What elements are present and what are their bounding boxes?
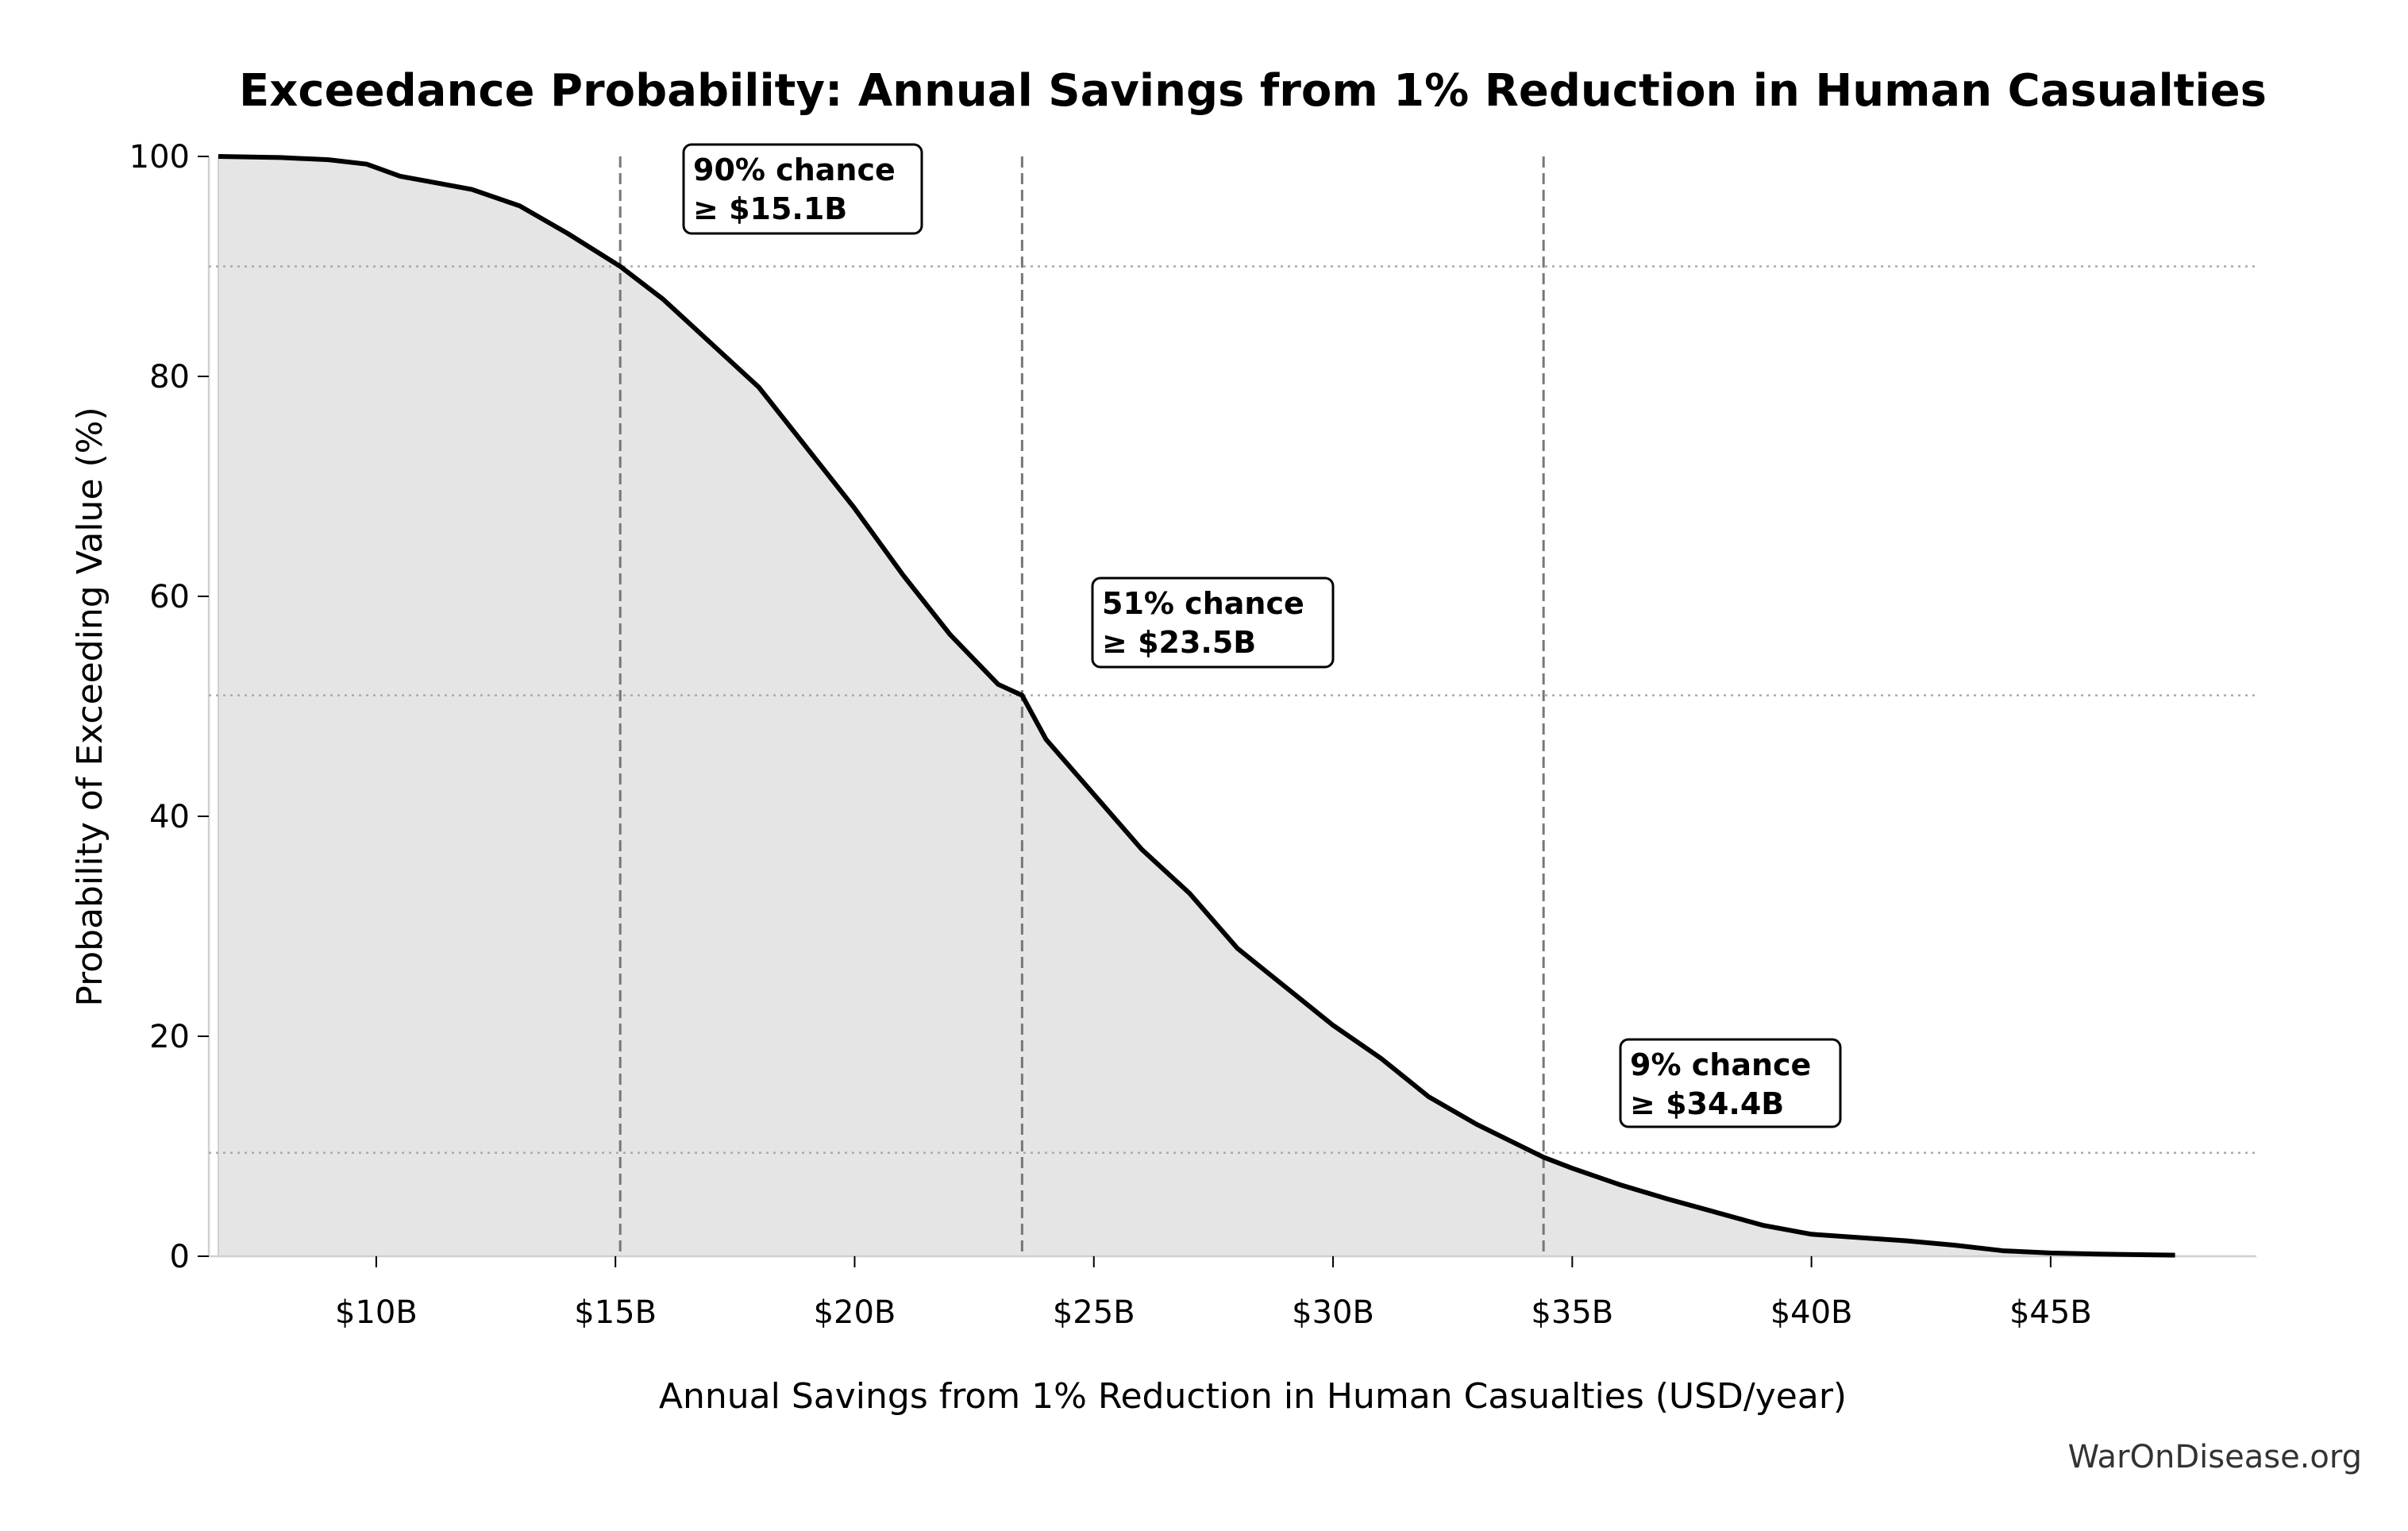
y-tick-label: 40	[149, 799, 190, 835]
annotation-value: ≥ $34.4B	[1630, 1086, 1784, 1121]
annotation-box	[1619, 1038, 1842, 1128]
y-tick-label: 20	[149, 1019, 190, 1055]
x-tick-label: $15B	[574, 1294, 657, 1331]
x-tick-label: $30B	[1292, 1294, 1374, 1331]
x-tick-label: $25B	[1053, 1294, 1135, 1331]
x-tick-label: $10B	[335, 1294, 418, 1331]
annotation-probability: 9% chance	[1630, 1047, 1811, 1082]
y-tick-label: 100	[129, 139, 190, 175]
x-tick-label: $20B	[814, 1294, 896, 1331]
x-tick-label: $35B	[1531, 1294, 1613, 1331]
annotation-value: ≥ $23.5B	[1102, 625, 1256, 660]
area-fill	[218, 155, 2176, 1257]
x-tick-label: $40B	[1770, 1294, 1853, 1331]
exceedance-line	[218, 154, 2175, 1258]
chart-title: Exceedance Probability: Annual Savings f…	[239, 65, 2267, 117]
y-tick-label: 60	[149, 579, 190, 615]
annotation-probability: 51% chance	[1102, 586, 1304, 621]
annotation-probability: 90% chance	[693, 152, 896, 187]
y-axis-label: Probability of Exceeding Value (%)	[70, 407, 110, 1006]
x-tick-label: $45B	[2009, 1294, 2092, 1331]
y-tick-label: 80	[149, 359, 190, 395]
y-tick-label: 0	[170, 1239, 190, 1275]
annotation-box	[682, 143, 923, 235]
footer-credit: WarOnDisease.org	[2068, 1439, 2362, 1475]
annotation-value: ≥ $15.1B	[693, 191, 847, 226]
annotation-box	[1091, 577, 1335, 669]
x-axis-label: Annual Savings from 1% Reduction in Huma…	[659, 1376, 1847, 1417]
